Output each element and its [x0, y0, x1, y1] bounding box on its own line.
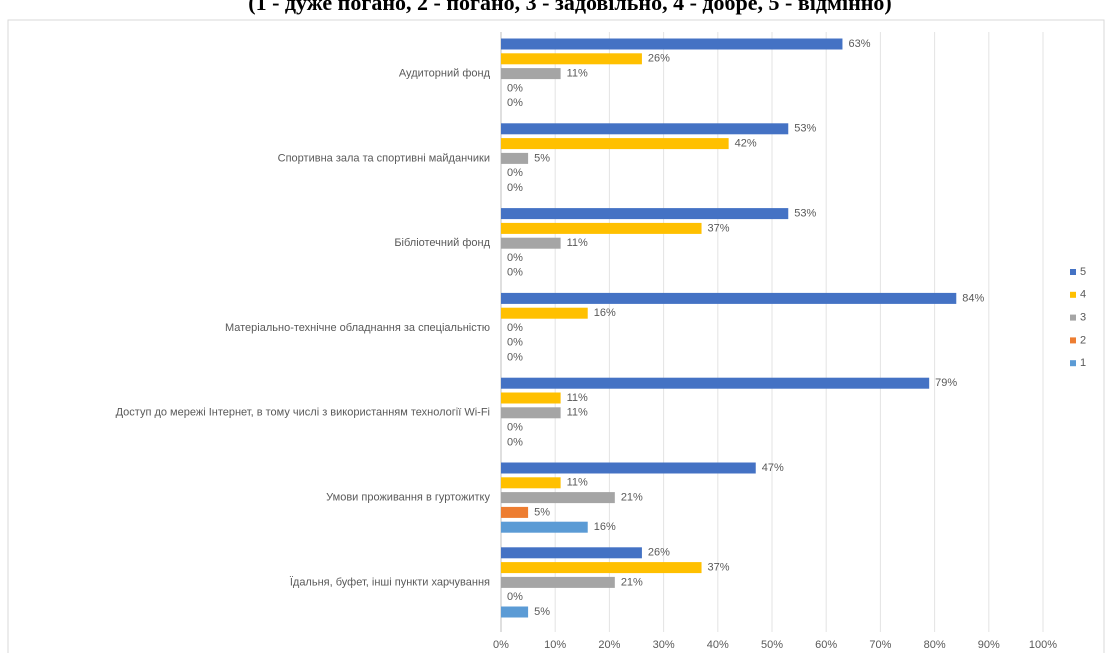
category-label: Умови проживання в гуртожитку — [326, 492, 490, 504]
legend-label: 2 — [1080, 334, 1086, 346]
value-label: 84% — [962, 292, 984, 304]
value-label: 5% — [534, 506, 550, 518]
value-label: 0% — [507, 182, 523, 194]
value-label: 42% — [735, 138, 757, 150]
bar — [501, 462, 756, 474]
value-label: 53% — [794, 208, 816, 220]
value-label: 21% — [621, 492, 643, 504]
legend-swatch — [1070, 360, 1076, 367]
bar — [501, 208, 789, 220]
category-label: Аудиторний фонд — [399, 68, 491, 80]
value-label: 63% — [848, 38, 870, 50]
value-label: 53% — [794, 123, 816, 135]
value-label: 47% — [762, 462, 784, 474]
legend-label: 3 — [1080, 312, 1086, 324]
x-tick-label: 70% — [869, 639, 891, 651]
value-label: 0% — [507, 322, 523, 334]
value-label: 0% — [507, 422, 523, 434]
value-label: 0% — [507, 352, 523, 364]
value-label: 16% — [594, 307, 616, 319]
value-label: 37% — [708, 222, 730, 234]
value-label: 11% — [567, 407, 588, 419]
bar — [501, 307, 588, 319]
value-label: 5% — [534, 152, 550, 164]
bar — [501, 123, 789, 135]
bar — [501, 292, 957, 304]
value-label: 11% — [567, 68, 588, 80]
bar — [501, 606, 529, 618]
bar — [501, 547, 642, 559]
value-label: 0% — [507, 436, 523, 448]
category-label: Спортивна зала та спортивні майданчики — [278, 152, 490, 164]
legend-swatch — [1070, 269, 1076, 275]
category-label: Їдальня, буфет, інші пункти харчування — [290, 576, 490, 588]
value-label: 26% — [648, 53, 670, 65]
x-tick-label: 30% — [653, 639, 675, 651]
value-label: 26% — [648, 547, 670, 559]
x-tick-label: 80% — [924, 639, 946, 651]
bar — [501, 53, 642, 65]
x-tick-label: 100% — [1029, 639, 1057, 651]
bar — [501, 377, 930, 389]
value-label: 11% — [567, 392, 588, 404]
value-label: 0% — [507, 252, 523, 264]
bar — [501, 492, 615, 504]
x-tick-label: 20% — [598, 639, 620, 651]
value-label: 5% — [534, 606, 550, 618]
legend-swatch — [1070, 337, 1076, 344]
value-label: 0% — [507, 267, 523, 279]
bar — [501, 237, 561, 249]
category-label: Матеріально-технічне обладнання за спеці… — [225, 322, 490, 334]
value-label: 0% — [507, 591, 523, 603]
x-tick-label: 10% — [544, 639, 566, 651]
value-label: 16% — [594, 521, 616, 533]
bar — [501, 576, 615, 588]
value-label: 0% — [507, 82, 523, 94]
value-label: 79% — [935, 377, 957, 389]
value-label: 0% — [507, 97, 523, 109]
category-label: Доступ до мережі Інтернет, в тому числі … — [116, 407, 490, 419]
value-label: 21% — [621, 576, 643, 588]
bar — [501, 407, 561, 419]
legend-swatch — [1070, 314, 1076, 321]
chart-title: (1 - дуже погано, 2 - погано, 3 - задові… — [248, 0, 892, 15]
legend-label: 4 — [1080, 289, 1086, 301]
x-tick-label: 0% — [493, 639, 509, 651]
legend-label: 1 — [1080, 357, 1086, 369]
value-label: 0% — [507, 337, 523, 349]
x-tick-label: 40% — [707, 639, 729, 651]
x-tick-label: 60% — [815, 639, 837, 651]
bar — [501, 68, 561, 80]
bar — [501, 562, 702, 574]
bar — [501, 38, 843, 50]
x-tick-label: 90% — [978, 639, 1000, 651]
x-tick-label: 50% — [761, 639, 783, 651]
value-label: 11% — [567, 237, 588, 249]
bar — [501, 392, 561, 404]
bar — [501, 506, 529, 518]
value-label: 0% — [507, 167, 523, 179]
bar — [501, 521, 588, 533]
value-label: 37% — [708, 562, 730, 574]
value-label: 11% — [567, 477, 588, 489]
bar — [501, 477, 561, 489]
category-label: Бібліотечний фонд — [394, 237, 490, 249]
bar — [501, 152, 529, 164]
legend-swatch — [1070, 291, 1076, 298]
legend-label: 5 — [1080, 266, 1086, 278]
bar — [501, 138, 729, 150]
bar — [501, 222, 702, 234]
